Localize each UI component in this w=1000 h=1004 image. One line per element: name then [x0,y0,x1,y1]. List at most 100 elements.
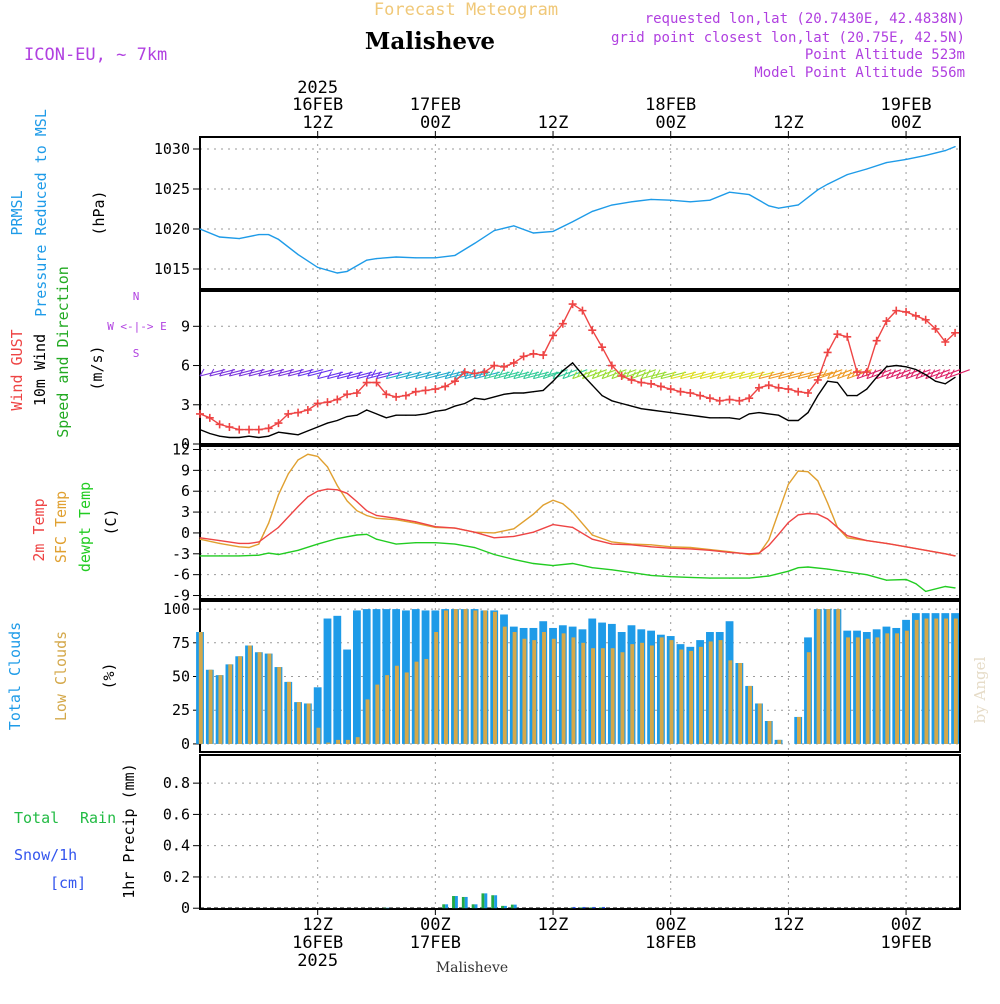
data-point [415,542,416,543]
data-point [258,437,259,438]
data-point [696,392,704,400]
data-point [415,415,416,416]
data-point [533,563,534,564]
data-point [327,422,328,423]
data-point [886,162,887,163]
data-point [631,405,632,406]
data-point [954,146,955,147]
low-cloud-bar [846,637,850,744]
data-point [346,416,347,417]
data-point [670,546,671,547]
data-point [807,513,808,514]
data-point [425,413,426,414]
rain-bar [452,896,455,908]
data-point [631,572,632,573]
data-point [278,494,279,495]
data-point [726,396,734,404]
cloud-bars [196,609,959,744]
rain-bar [501,906,504,908]
data-point [807,566,808,567]
data-point [454,405,455,406]
data-point [288,473,289,474]
y-tick-label: 0.4 [163,837,190,855]
data-point [572,362,573,363]
data-point [366,515,367,516]
total-precip-bar [573,907,576,908]
data-point [768,413,769,414]
y-tick-label: -6 [172,566,190,584]
data-point [749,553,750,554]
data-point [592,385,593,386]
data-point [650,575,651,576]
data-point [474,532,475,533]
data-point [749,194,750,195]
data-point [435,257,436,258]
low-cloud-bar [836,609,840,744]
low-cloud-bar [326,743,330,744]
data-point [650,546,651,547]
y-tick-label: 0 [181,899,190,917]
low-cloud-bar [258,652,262,744]
data-point [572,511,573,512]
low-cloud-bar [630,644,634,744]
data-point [539,351,547,359]
data-point [690,548,691,549]
data-point [749,578,750,579]
data-point [788,571,789,572]
data-point [817,480,818,481]
total-cloud-bar [324,619,332,744]
panel-precip: 00.20.40.60.8 [163,755,960,917]
data-point [873,337,881,345]
data-point [376,413,377,414]
data-point [248,547,249,548]
low-cloud-bar [826,609,830,744]
data-point [798,567,799,568]
data-point [562,370,563,371]
data-point [588,326,596,334]
top-hour-label: 00Z [891,113,922,133]
y-tick-label: 1020 [154,220,190,238]
data-point [396,518,397,519]
low-cloud-bar [709,641,713,743]
data-point [768,545,769,546]
low-cloud-bar [768,721,772,744]
series-line [200,304,955,430]
low-cloud-bar [415,662,419,744]
data-point [304,406,312,414]
y-tick-label: 3 [181,396,190,414]
data-point [690,201,691,202]
data-point [562,503,563,504]
low-clouds-label: Low Clouds [52,631,70,721]
data-point [346,500,347,501]
prmsl-label: PRMSL [8,190,26,235]
low-cloud-bar [199,632,203,744]
data-point [543,505,544,506]
data-point [239,543,240,544]
y-tick-label: 1015 [154,260,190,278]
data-point [520,352,528,360]
data-point [817,395,818,396]
total-precip-bar [582,907,585,908]
bottom-year-label: 2025 [297,951,338,971]
point-altitude: Point Altitude 523m [805,47,965,63]
data-point [709,417,710,418]
cloud-unit-label: (%) [100,662,118,689]
data-point [945,553,946,554]
data-point [886,366,887,367]
low-cloud-bar [777,740,781,744]
data-point [925,591,926,592]
y-tick-label: 12 [172,440,190,458]
credit-text: by Angel [971,656,989,723]
low-cloud-bar [228,664,232,744]
data-point [827,184,828,185]
low-cloud-bar [944,619,948,744]
data-point [415,521,416,522]
low-cloud-bar [375,685,379,744]
data-point [494,532,495,533]
low-cloud-bar [317,728,321,744]
bottom-hour-label: 12Z [538,915,569,935]
data-point [503,394,504,395]
low-cloud-bar [738,663,742,744]
series-line [200,147,955,273]
